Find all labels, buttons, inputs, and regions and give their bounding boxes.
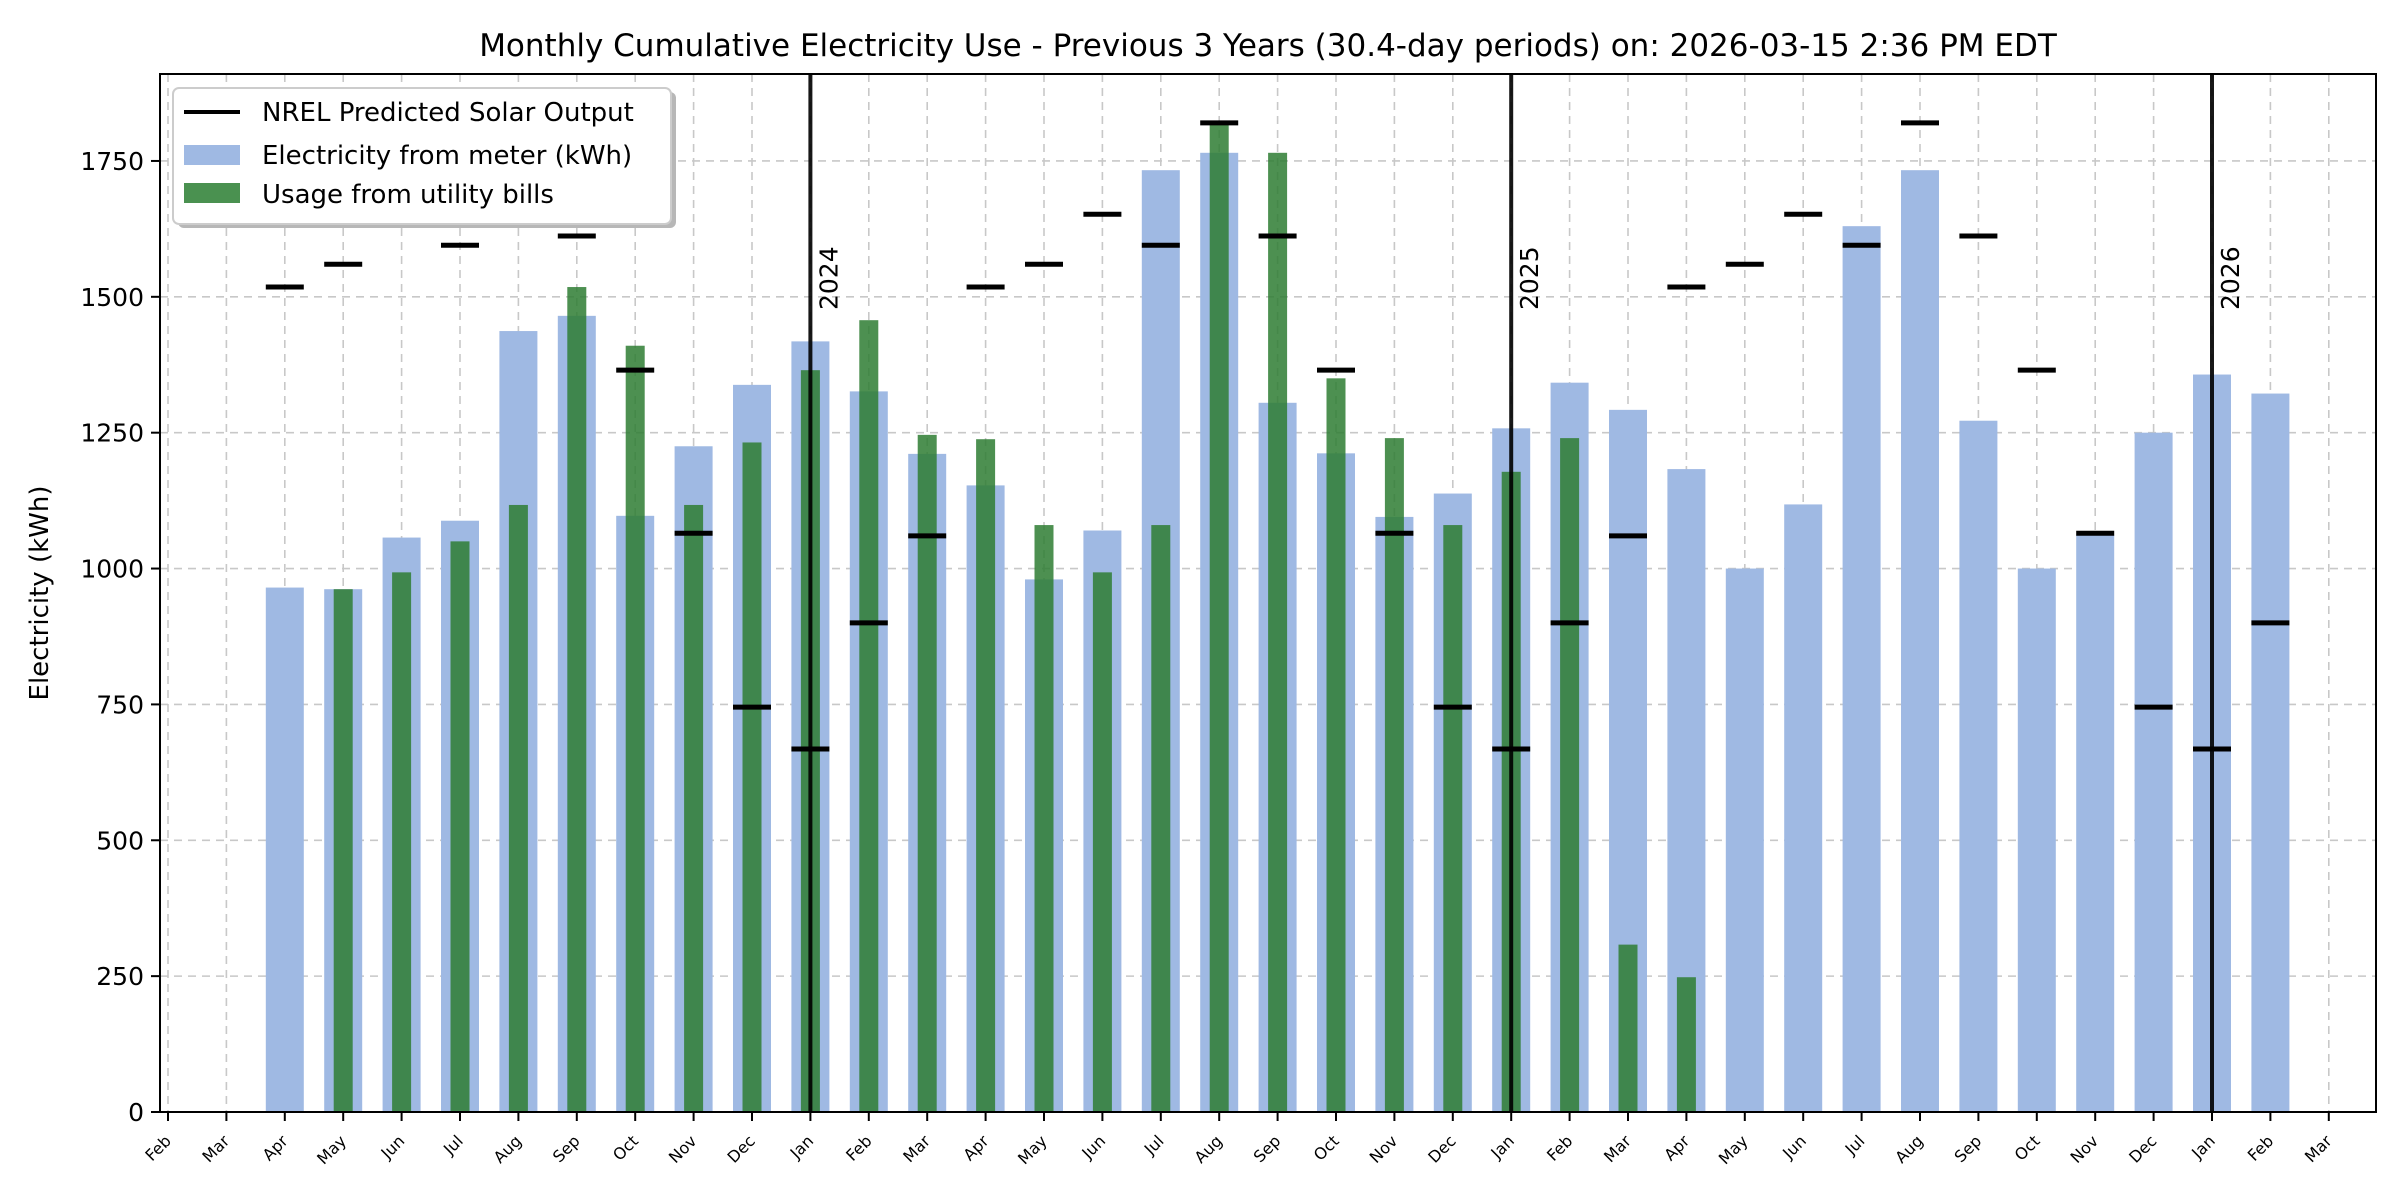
x-tick-label: Sep [1250, 1131, 1285, 1166]
y-tick-label: 1250 [80, 419, 144, 448]
meter-bar [1959, 420, 1998, 1112]
bills-bar [333, 589, 353, 1112]
bills-bar [1326, 378, 1346, 1112]
x-tick-label: Oct [1310, 1131, 1343, 1164]
y-tick-label: 500 [96, 826, 144, 855]
x-tick-label: Aug [1190, 1131, 1226, 1167]
y-tick-label: 0 [128, 1098, 144, 1127]
bills-bar [684, 504, 704, 1112]
y-tick-label: 750 [96, 690, 144, 719]
x-tick-label: Jan [2187, 1131, 2219, 1163]
x-tick-label: Feb [141, 1131, 174, 1164]
x-tick-label: Sep [549, 1131, 584, 1166]
bills-bar [508, 504, 528, 1112]
x-tick-label: Feb [2244, 1131, 2277, 1164]
x-tick-label: Dec [1424, 1131, 1459, 1166]
x-tick-label: Jul [439, 1131, 467, 1159]
x-tick-label: Jun [1778, 1131, 1810, 1163]
x-tick-label: Jun [377, 1131, 409, 1163]
bills-bar [742, 442, 762, 1112]
bills-bar [1151, 525, 1171, 1112]
bills-bar [1034, 525, 1054, 1112]
meter-bar [1725, 568, 1764, 1112]
meter-bar [1842, 226, 1881, 1112]
meter-bar [2076, 534, 2115, 1112]
bills-bar [859, 320, 879, 1113]
x-tick-label: Jul [1140, 1131, 1168, 1159]
legend-nrel-label: NREL Predicted Solar Output [262, 98, 634, 128]
legend-bills-swatch [184, 183, 240, 203]
x-tick-label: Mar [1600, 1131, 1635, 1166]
x-tick-label: Apr [959, 1131, 992, 1164]
year-label: 2025 [1515, 246, 1544, 310]
x-tick-label: May [1715, 1131, 1752, 1168]
x-tick-label: Dec [2125, 1131, 2160, 1166]
y-axis: 0 250 500 750 1000 1250 1500 1750 [80, 147, 160, 1127]
x-tick-label: Jul [1841, 1131, 1869, 1159]
bills-bar [1092, 572, 1112, 1112]
bills-bar [917, 434, 937, 1112]
x-tick-label: Nov [1366, 1131, 1402, 1167]
y-axis-label: Electricity (kWh) [25, 486, 55, 701]
x-tick-label: Apr [259, 1131, 292, 1164]
bills-bars [333, 122, 1696, 1113]
x-tick-label: Mar [198, 1131, 233, 1166]
legend-box [172, 87, 672, 225]
x-tick-label: Oct [609, 1131, 642, 1164]
x-axis: Feb Mar Apr May Jun Jul Aug Sep Oct Nov Dec Jan Feb M… [141, 1112, 2336, 1168]
x-tick-label: Mar [2301, 1131, 2336, 1166]
meter-bar [1784, 504, 1823, 1112]
y-tick-label: 1750 [80, 147, 144, 176]
x-tick-label: Feb [1543, 1131, 1576, 1164]
x-tick-label: Apr [1660, 1131, 1693, 1164]
meter-bar [2251, 393, 2290, 1112]
bills-bar [1676, 977, 1696, 1112]
plot-frame [159, 73, 2377, 1113]
x-tick-label: Oct [2011, 1131, 2044, 1164]
x-tick-label: May [313, 1131, 350, 1168]
x-tick-label: Dec [723, 1131, 758, 1166]
chart-title: Monthly Cumulative Electricity Use - Pre… [479, 28, 2058, 64]
meter-bar [1901, 170, 1939, 1112]
meter-bar [2134, 432, 2173, 1112]
x-tick-label: Jun [1077, 1131, 1109, 1163]
legend-meter-swatch [184, 145, 240, 165]
x-tick-label: Jan [1486, 1131, 1518, 1163]
x-tick-label: Jan [786, 1131, 818, 1163]
x-tick-label: Nov [665, 1131, 701, 1167]
legend: NREL Predicted Solar Output Electricity … [172, 87, 676, 228]
y-tick-label: 1000 [80, 555, 144, 584]
x-tick-label: Aug [1891, 1131, 1927, 1167]
x-tick-label: Mar [899, 1131, 934, 1166]
bills-bar [1268, 152, 1288, 1113]
legend-meter-label: Electricity from meter (kWh) [262, 141, 632, 171]
year-label: 2024 [814, 246, 843, 310]
bills-bar [392, 572, 412, 1112]
x-tick-label: Nov [2067, 1131, 2103, 1167]
legend-bills-label: Usage from utility bills [262, 180, 554, 210]
y-tick-label: 250 [96, 962, 144, 991]
bills-bar [625, 345, 645, 1112]
bills-bar [567, 287, 587, 1112]
bills-bar [976, 439, 996, 1112]
bills-bar [450, 541, 470, 1112]
meter-bar [265, 587, 304, 1112]
bills-bar [1209, 122, 1229, 1112]
y-tick-label: 1500 [80, 283, 144, 312]
x-tick-label: Aug [490, 1131, 526, 1167]
bills-bar [1384, 438, 1404, 1112]
year-label: 2026 [2216, 246, 2245, 310]
year-markers: 2024 2025 2026 [808, 74, 2245, 1112]
x-tick-label: Sep [1950, 1131, 1985, 1166]
bills-bar [1618, 944, 1638, 1112]
meter-bar [2017, 568, 2056, 1112]
bills-bar [1443, 525, 1463, 1112]
x-tick-label: Feb [842, 1131, 875, 1164]
x-tick-label: May [1014, 1131, 1051, 1168]
bills-bar [1560, 438, 1580, 1112]
